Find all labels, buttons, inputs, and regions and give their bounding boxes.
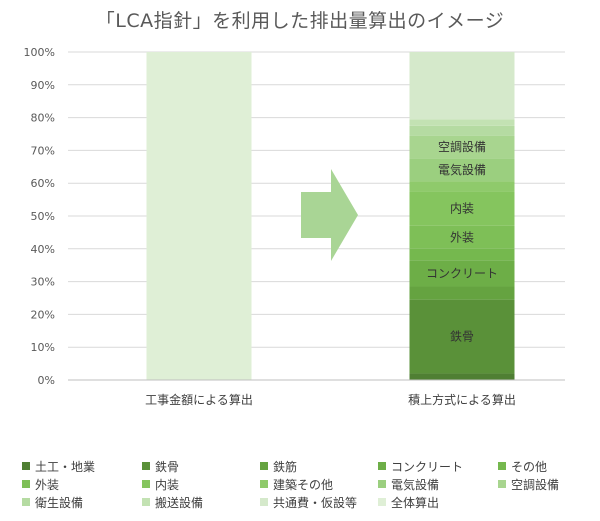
legend-swatch <box>260 498 268 506</box>
bar-segment <box>409 158 515 182</box>
bar-segment <box>409 119 515 126</box>
y-tick-label: 60% <box>31 177 55 190</box>
bar-segment <box>409 286 515 300</box>
legend-swatch <box>378 462 386 470</box>
bar-segment <box>146 52 252 380</box>
bar-segment <box>409 248 515 261</box>
y-tick-label: 10% <box>31 341 55 354</box>
y-tick-label: 80% <box>31 112 55 125</box>
bar-segment <box>409 181 515 192</box>
y-tick-label: 0% <box>38 374 55 387</box>
y-tick-label: 70% <box>31 144 55 157</box>
legend-swatch <box>260 480 268 488</box>
y-tick-label: 20% <box>31 308 55 321</box>
legend-swatch <box>378 498 386 506</box>
legend-item-label: 搬送設備 <box>155 495 203 510</box>
bar-segment <box>409 260 515 287</box>
category-label: 積上方式による算出 <box>408 392 516 407</box>
y-tick-label: 100% <box>24 46 55 59</box>
chart-title: 「LCA指針」を利用した排出量算出のイメージ <box>95 10 505 32</box>
legend-item-label: 内装 <box>155 478 179 492</box>
bar-segment <box>409 52 515 120</box>
arrow-right-icon <box>301 169 358 261</box>
bar-segment <box>409 135 515 159</box>
y-tick-label: 40% <box>31 243 55 256</box>
category-label: 工事金額による算出 <box>145 392 253 407</box>
legend-item-label: 鉄骨 <box>155 459 179 474</box>
legend-item-label: その他 <box>511 460 547 474</box>
legend-item-label: 土工・地業 <box>35 460 95 474</box>
bar-segment <box>409 299 515 374</box>
legend-item-label: 鉄筋 <box>273 459 297 474</box>
segment-label: コンクリート <box>426 266 498 280</box>
legend-swatch <box>378 480 386 488</box>
legend-item-label: 空調設備 <box>511 477 559 492</box>
legend-item-label: 建築その他 <box>273 477 333 492</box>
legend-item-label: 共通費・仮設等 <box>273 495 357 510</box>
legend-swatch <box>498 462 506 470</box>
y-tick-label: 50% <box>31 210 55 223</box>
segment-label: 内装 <box>450 202 474 216</box>
y-tick-label: 30% <box>31 276 55 289</box>
legend-item-label: 外装 <box>35 478 59 492</box>
legend-swatch <box>142 480 150 488</box>
segment-label: 空調設備 <box>438 139 486 154</box>
segment-label: 電気設備 <box>438 162 486 177</box>
bar-segment <box>409 191 515 226</box>
legend-item-label: 電気設備 <box>391 477 439 492</box>
bar-segment <box>409 125 515 136</box>
legend-item-label: コンクリート <box>391 460 463 474</box>
segment-label: 鉄骨 <box>450 329 474 344</box>
legend-swatch <box>142 498 150 506</box>
segment-label: 外装 <box>450 230 474 244</box>
legend-swatch <box>260 462 268 470</box>
legend-swatch <box>22 480 30 488</box>
legend-swatch <box>22 498 30 506</box>
legend-item-label: 全体算出 <box>391 495 439 510</box>
bar-segment <box>409 373 515 380</box>
legend-item-label: 衛生設備 <box>35 495 83 510</box>
legend-swatch <box>498 480 506 488</box>
legend-swatch <box>22 462 30 470</box>
bar-segment <box>409 225 515 249</box>
legend-swatch <box>142 462 150 470</box>
y-tick-label: 90% <box>31 79 55 92</box>
